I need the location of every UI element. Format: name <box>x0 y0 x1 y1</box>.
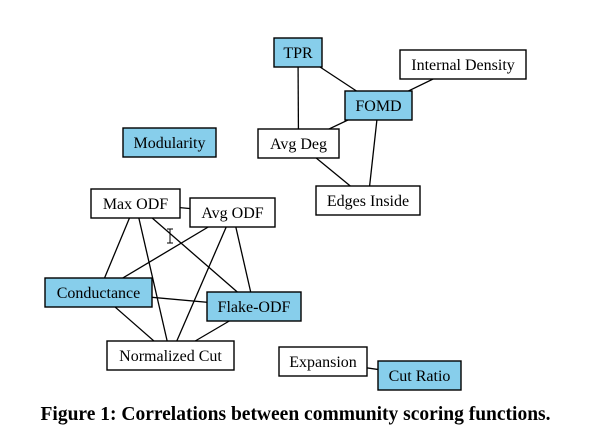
node-box-edges-inside <box>315 185 421 216</box>
text-cursor-icon <box>167 228 173 244</box>
node-label-cut-ratio: Cut Ratio <box>389 368 451 385</box>
node-box-expansion <box>278 346 368 377</box>
node-modularity: Modularity <box>122 127 217 158</box>
node-box-flake-odf <box>206 291 302 322</box>
node-avg-odf: Avg ODF <box>189 197 276 228</box>
edge-max-odf-normalized-cut <box>134 203 172 356</box>
node-box-normalized-cut <box>106 340 235 371</box>
edge-avg-odf-normalized-cut <box>169 212 234 356</box>
node-box-avg-deg <box>257 128 340 159</box>
node-label-tpr: TPR <box>283 45 313 62</box>
node-label-flake-odf: Flake-ODF <box>218 299 291 316</box>
node-normalized-cut: Normalized Cut <box>106 340 235 371</box>
node-internal-density: Internal Density <box>399 49 527 80</box>
node-box-tpr <box>273 37 323 68</box>
node-edges-inside: Edges Inside <box>315 185 421 216</box>
node-label-normalized-cut: Normalized Cut <box>119 348 222 365</box>
node-box-avg-odf <box>189 197 276 228</box>
edge-fomd-edges-inside <box>367 105 380 201</box>
node-label-max-odf: Max ODF <box>103 196 168 213</box>
node-tpr: TPR <box>273 37 323 68</box>
edge-max-odf-flake-odf <box>135 203 255 307</box>
node-label-internal-density: Internal Density <box>411 57 515 74</box>
node-label-modularity: Modularity <box>134 135 206 152</box>
node-label-fomd: FOMD <box>355 98 401 115</box>
node-fomd: FOMD <box>344 90 413 121</box>
node-flake-odf: Flake-ODF <box>206 291 302 322</box>
correlation-graph: TPR Internal Density FOMD Modularity Avg Deg… <box>44 37 527 391</box>
node-box-internal-density <box>399 49 527 80</box>
node-box-fomd <box>344 90 413 121</box>
node-label-expansion: Expansion <box>289 354 357 371</box>
node-box-modularity <box>122 127 217 158</box>
node-conductance: Conductance <box>44 277 153 308</box>
node-label-avg-deg: Avg Deg <box>270 136 327 153</box>
node-box-max-odf <box>90 188 181 219</box>
edge-avg-odf-flake-odf <box>231 212 255 307</box>
node-expansion: Expansion <box>278 346 368 377</box>
node-label-avg-odf: Avg ODF <box>201 205 263 222</box>
node-layer: TPR Internal Density FOMD Modularity Avg Deg… <box>44 37 527 391</box>
figure-caption: Figure 1: Correlations between community… <box>40 404 551 425</box>
node-max-odf: Max ODF <box>90 188 181 219</box>
node-label-edges-inside: Edges Inside <box>327 193 409 210</box>
node-avg-deg: Avg Deg <box>257 128 340 159</box>
node-label-conductance: Conductance <box>57 285 141 302</box>
node-box-conductance <box>44 277 153 308</box>
node-cut-ratio: Cut Ratio <box>377 360 462 391</box>
node-box-cut-ratio <box>377 360 462 391</box>
